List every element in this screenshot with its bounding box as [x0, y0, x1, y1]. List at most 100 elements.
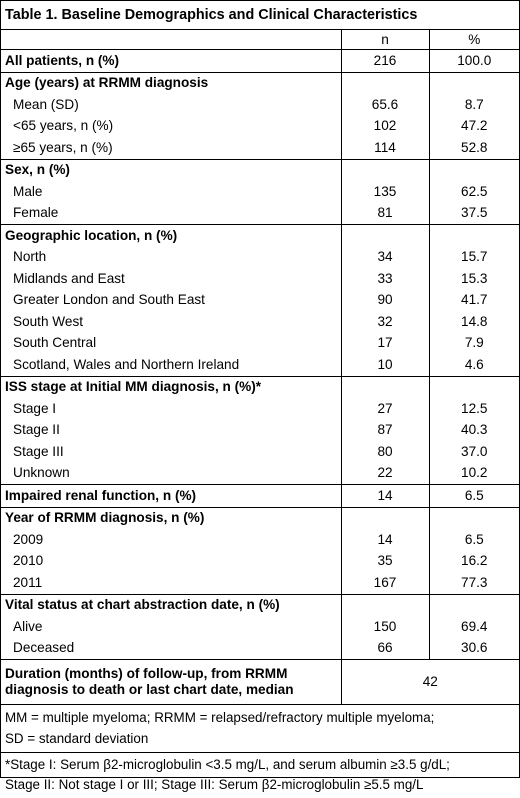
year-of-diagnosis-row-pct: 77.3	[428, 572, 520, 594]
iss-stage-row-pct: 12.5	[428, 398, 520, 420]
age-row-pct: 8.7	[428, 94, 520, 116]
footnote-abbreviations-line2: SD = standard deviation	[1, 729, 519, 753]
geographic-location-row-n: 10	[340, 354, 429, 376]
geographic-location-row-pct: 15.7	[428, 246, 520, 268]
vital-status-header-n	[340, 593, 429, 616]
age-header-label: Age (years) at RRMM diagnosis	[1, 71, 341, 94]
table-row: North 34 15.7	[1, 246, 520, 268]
iss-stage-row-label: Stage II	[13, 422, 60, 438]
geographic-location-row-label: Greater London and South East	[13, 292, 205, 308]
renal-function-pct: 6.5	[428, 484, 520, 507]
year-of-diagnosis-row-pct: 6.5	[428, 529, 520, 551]
sex-row-pct: 37.5	[428, 202, 520, 225]
duration-label: Duration (months) of follow-up, from RRM…	[1, 659, 341, 704]
vital-status-row-label: Deceased	[13, 640, 75, 656]
table-title: Table 1. Baseline Demographics and Clini…	[1, 1, 520, 30]
geographic-location-row-n: 34	[340, 246, 429, 268]
vital-status-section-header: Vital status at chart abstraction date, …	[1, 593, 520, 616]
iss-stage-row-pct: 40.3	[428, 419, 520, 441]
table-row: South West 32 14.8	[1, 311, 520, 333]
iss-stage-header-pct	[428, 375, 520, 398]
table-row: Alive 150 69.4	[1, 616, 520, 638]
footnote-abbreviations-line1: MM = multiple myeloma; RRMM = relapsed/r…	[5, 710, 435, 725]
sex-header-label: Sex, n (%)	[1, 158, 341, 181]
table-row: 2010 35 16.2	[1, 550, 520, 572]
sex-header-n	[340, 158, 429, 181]
iss-stage-row-label: Stage I	[13, 400, 57, 416]
column-header-n: n	[340, 29, 429, 50]
table-row: Midlands and East 33 15.3	[1, 268, 520, 290]
table-row: ≥65 years, n (%) 114 52.8	[1, 137, 520, 159]
duration-label-line1: Duration (months) of follow-up, from RRM…	[5, 666, 288, 682]
table-row: Stage II 87 40.3	[1, 419, 520, 441]
iss-stage-row-pct: 10.2	[428, 462, 520, 485]
age-header-pct	[428, 71, 520, 94]
sex-section-header: Sex, n (%)	[1, 158, 520, 181]
geographic-location-row-n: 32	[340, 311, 429, 333]
table-row: Deceased 66 30.6	[1, 637, 520, 660]
vital-status-header-label: Vital status at chart abstraction date, …	[1, 593, 341, 616]
sex-row-label: Female	[13, 205, 59, 221]
geographic-location-row-pct: 41.7	[428, 289, 520, 311]
iss-stage-row-label: Stage III	[13, 443, 64, 459]
table-row: South Central 17 7.9	[1, 332, 520, 354]
table-row: Scotland, Wales and Northern Ireland 10 4.…	[1, 354, 520, 376]
iss-stage-row-label: Unknown	[13, 465, 70, 481]
geographic-location-row-pct: 15.3	[428, 268, 520, 290]
age-row-pct: 47.2	[428, 115, 520, 137]
vital-status-row-label: Alive	[13, 618, 43, 634]
geographic-location-header-n	[340, 224, 429, 247]
year-of-diagnosis-row-label: 2010	[13, 553, 44, 569]
demographics-table: Table 1. Baseline Demographics and Clini…	[1, 1, 520, 704]
column-header-pct: %	[428, 29, 520, 50]
geographic-location-row-label: Midlands and East	[13, 270, 125, 286]
vital-status-row-n: 66	[340, 637, 429, 660]
age-row-label: ≥65 years, n (%)	[13, 139, 113, 155]
iss-stage-row-pct: 37.0	[428, 441, 520, 463]
table-row: Unknown 22 10.2	[1, 462, 520, 485]
all-patients-n: 216	[340, 49, 429, 72]
table-row: Stage III 80 37.0	[1, 441, 520, 463]
geographic-location-row-pct: 7.9	[428, 332, 520, 354]
sex-row-n: 135	[340, 181, 429, 203]
table-footnotes: MM = multiple myeloma; RRMM = relapsed/r…	[1, 704, 519, 798]
table-row: Stage I 27 12.5	[1, 398, 520, 420]
duration-median-value: 42	[340, 659, 520, 704]
geographic-location-row-n: 17	[340, 332, 429, 354]
sex-row-pct: 62.5	[428, 181, 520, 203]
sex-row-label: Male	[13, 183, 43, 199]
vital-status-row-n: 150	[340, 616, 429, 638]
table-row: 2009 14 6.5	[1, 529, 520, 551]
age-row-n: 102	[340, 115, 429, 137]
age-row-n: 65.6	[340, 94, 429, 116]
table-row: 2011 167 77.3	[1, 572, 520, 594]
vital-status-row-pct: 30.6	[428, 637, 520, 660]
geographic-location-row-n: 90	[340, 289, 429, 311]
geographic-location-header-label: Geographic location, n (%)	[1, 224, 341, 247]
geographic-location-header-pct	[428, 224, 520, 247]
year-of-diagnosis-header-pct	[428, 506, 520, 529]
geographic-location-row-label: South Central	[13, 335, 97, 351]
year-of-diagnosis-row-label: 2009	[13, 531, 44, 547]
iss-stage-header-label: ISS stage at Initial MM diagnosis, n (%)…	[1, 375, 341, 398]
column-header-blank	[1, 30, 341, 50]
footnote-stage-line2: Stage II: Not stage I or III; Stage III:…	[5, 777, 424, 793]
year-of-diagnosis-row-label: 2011	[13, 574, 43, 590]
age-row-pct: 52.8	[428, 137, 520, 159]
age-section-header: Age (years) at RRMM diagnosis	[1, 71, 520, 94]
table-row: <65 years, n (%) 102 47.2	[1, 115, 520, 137]
renal-function-row: Impaired renal function, n (%) 14 6.5	[1, 484, 520, 507]
year-of-diagnosis-header-label: Year of RRMM diagnosis, n (%)	[1, 506, 341, 529]
geographic-location-row-label: South West	[13, 313, 84, 329]
iss-stage-section-header: ISS stage at Initial MM diagnosis, n (%)…	[1, 375, 520, 398]
iss-stage-row-n: 27	[340, 398, 429, 420]
table-row: Male 135 62.5	[1, 181, 520, 203]
year-of-diagnosis-header-n	[340, 506, 429, 529]
footnote-stage-line1: *Stage I: Serum β2-microglobulin <3.5 mg…	[5, 756, 450, 772]
iss-stage-row-n: 80	[340, 441, 429, 463]
vital-status-row-pct: 69.4	[428, 616, 520, 638]
geographic-location-row-pct: 4.6	[428, 354, 520, 376]
iss-stage-row-n: 87	[340, 419, 429, 441]
age-row-n: 114	[340, 137, 429, 159]
iss-stage-row-n: 22	[340, 462, 429, 485]
